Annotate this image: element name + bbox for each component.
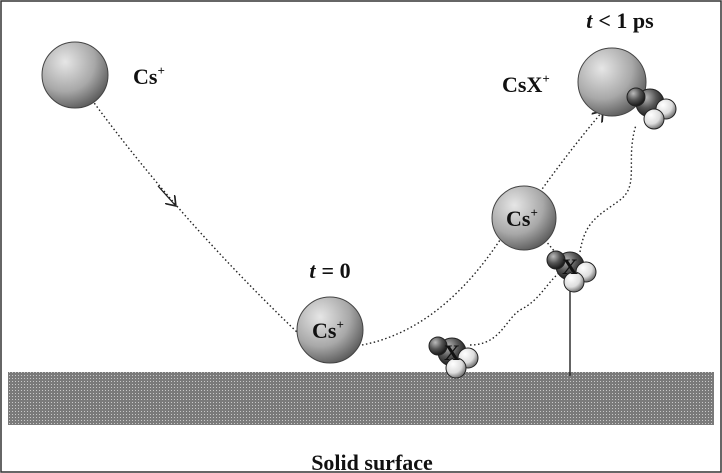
ion-label: Cs+ [133,63,165,89]
time-value: = 0 [322,258,351,283]
trajectory [361,239,501,346]
trajectory [579,124,637,253]
trajectory [91,99,301,336]
ion-label: Cs+ [506,205,538,231]
time-var: t [586,8,593,33]
time-var: t [309,258,316,283]
time-value: < 1 ps [598,8,654,33]
ion-charge: + [542,71,549,86]
ion-name: Cs [312,318,337,343]
solid-surface [8,372,714,425]
ion-sphere [41,41,109,109]
ion-name: CsX [502,72,542,97]
ion-label: Cs+ [312,317,344,343]
molecule-label: X [562,254,578,279]
surface-label: Solid surface [311,450,433,473]
ion-sphere [296,296,364,364]
molecule-label: X [444,340,460,365]
ion-name: Cs [506,206,531,231]
ion-charge: + [336,317,343,332]
trajectory [469,271,561,346]
time-label: t < 1 ps [586,8,654,33]
time-label: t = 0 [309,258,350,283]
arrow [157,185,175,205]
ion-charge: + [157,63,164,78]
ion-charge: + [530,205,537,220]
ion-name: Cs [133,64,158,89]
ion-label: CsX+ [502,71,550,97]
ion-sphere [491,185,557,251]
